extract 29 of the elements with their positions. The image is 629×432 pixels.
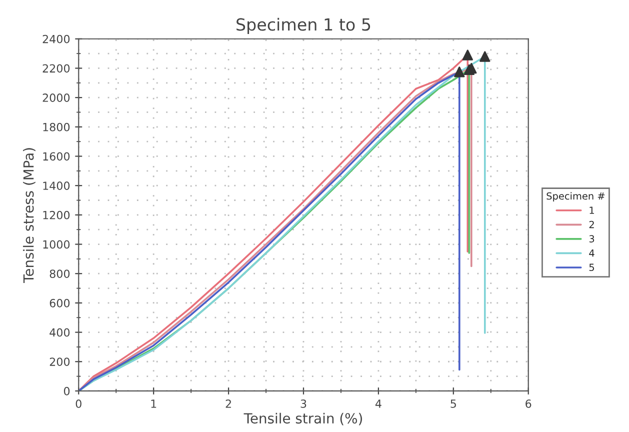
y-tick-label: 0	[64, 386, 70, 396]
y-tick-label: 200	[50, 358, 70, 366]
y-tick-label: 1400	[43, 182, 70, 190]
legend-label: 2	[589, 220, 594, 228]
y-tick-label: 1200	[43, 210, 70, 220]
x-tick-label: 0	[76, 399, 82, 408]
y-tick-label: 600	[50, 298, 70, 308]
chart-title: Specimen 1 to 5	[236, 18, 370, 34]
legend-label: 5	[589, 264, 594, 272]
y-tick-label: 800	[50, 270, 70, 278]
legend-label: 3	[589, 235, 594, 242]
x-tick-label: 1	[151, 400, 156, 408]
legend-title: Specimen #	[546, 192, 605, 202]
x-tick-label: 2	[226, 399, 231, 408]
y-tick-label: 1000	[43, 240, 70, 249]
x-tick-label: 5	[450, 400, 456, 408]
y-tick-label: 2000	[42, 94, 70, 102]
y-axis-title: Tensile stress (MPa)	[23, 148, 36, 283]
y-tick-label: 400	[50, 328, 70, 337]
y-tick-label: 1600	[43, 152, 70, 161]
legend-label: 1	[590, 206, 594, 214]
y-tick-label: 2400	[42, 34, 70, 44]
x-tick-label: 4	[375, 400, 382, 408]
x-tick-label: 3	[300, 399, 306, 408]
x-axis-title: Tensile strain (%)	[244, 412, 362, 426]
legend-label: 4	[589, 250, 594, 257]
x-tick-label: 6	[526, 399, 532, 408]
y-tick-label: 2200	[42, 64, 70, 73]
y-tick-label: 1800	[43, 122, 70, 132]
